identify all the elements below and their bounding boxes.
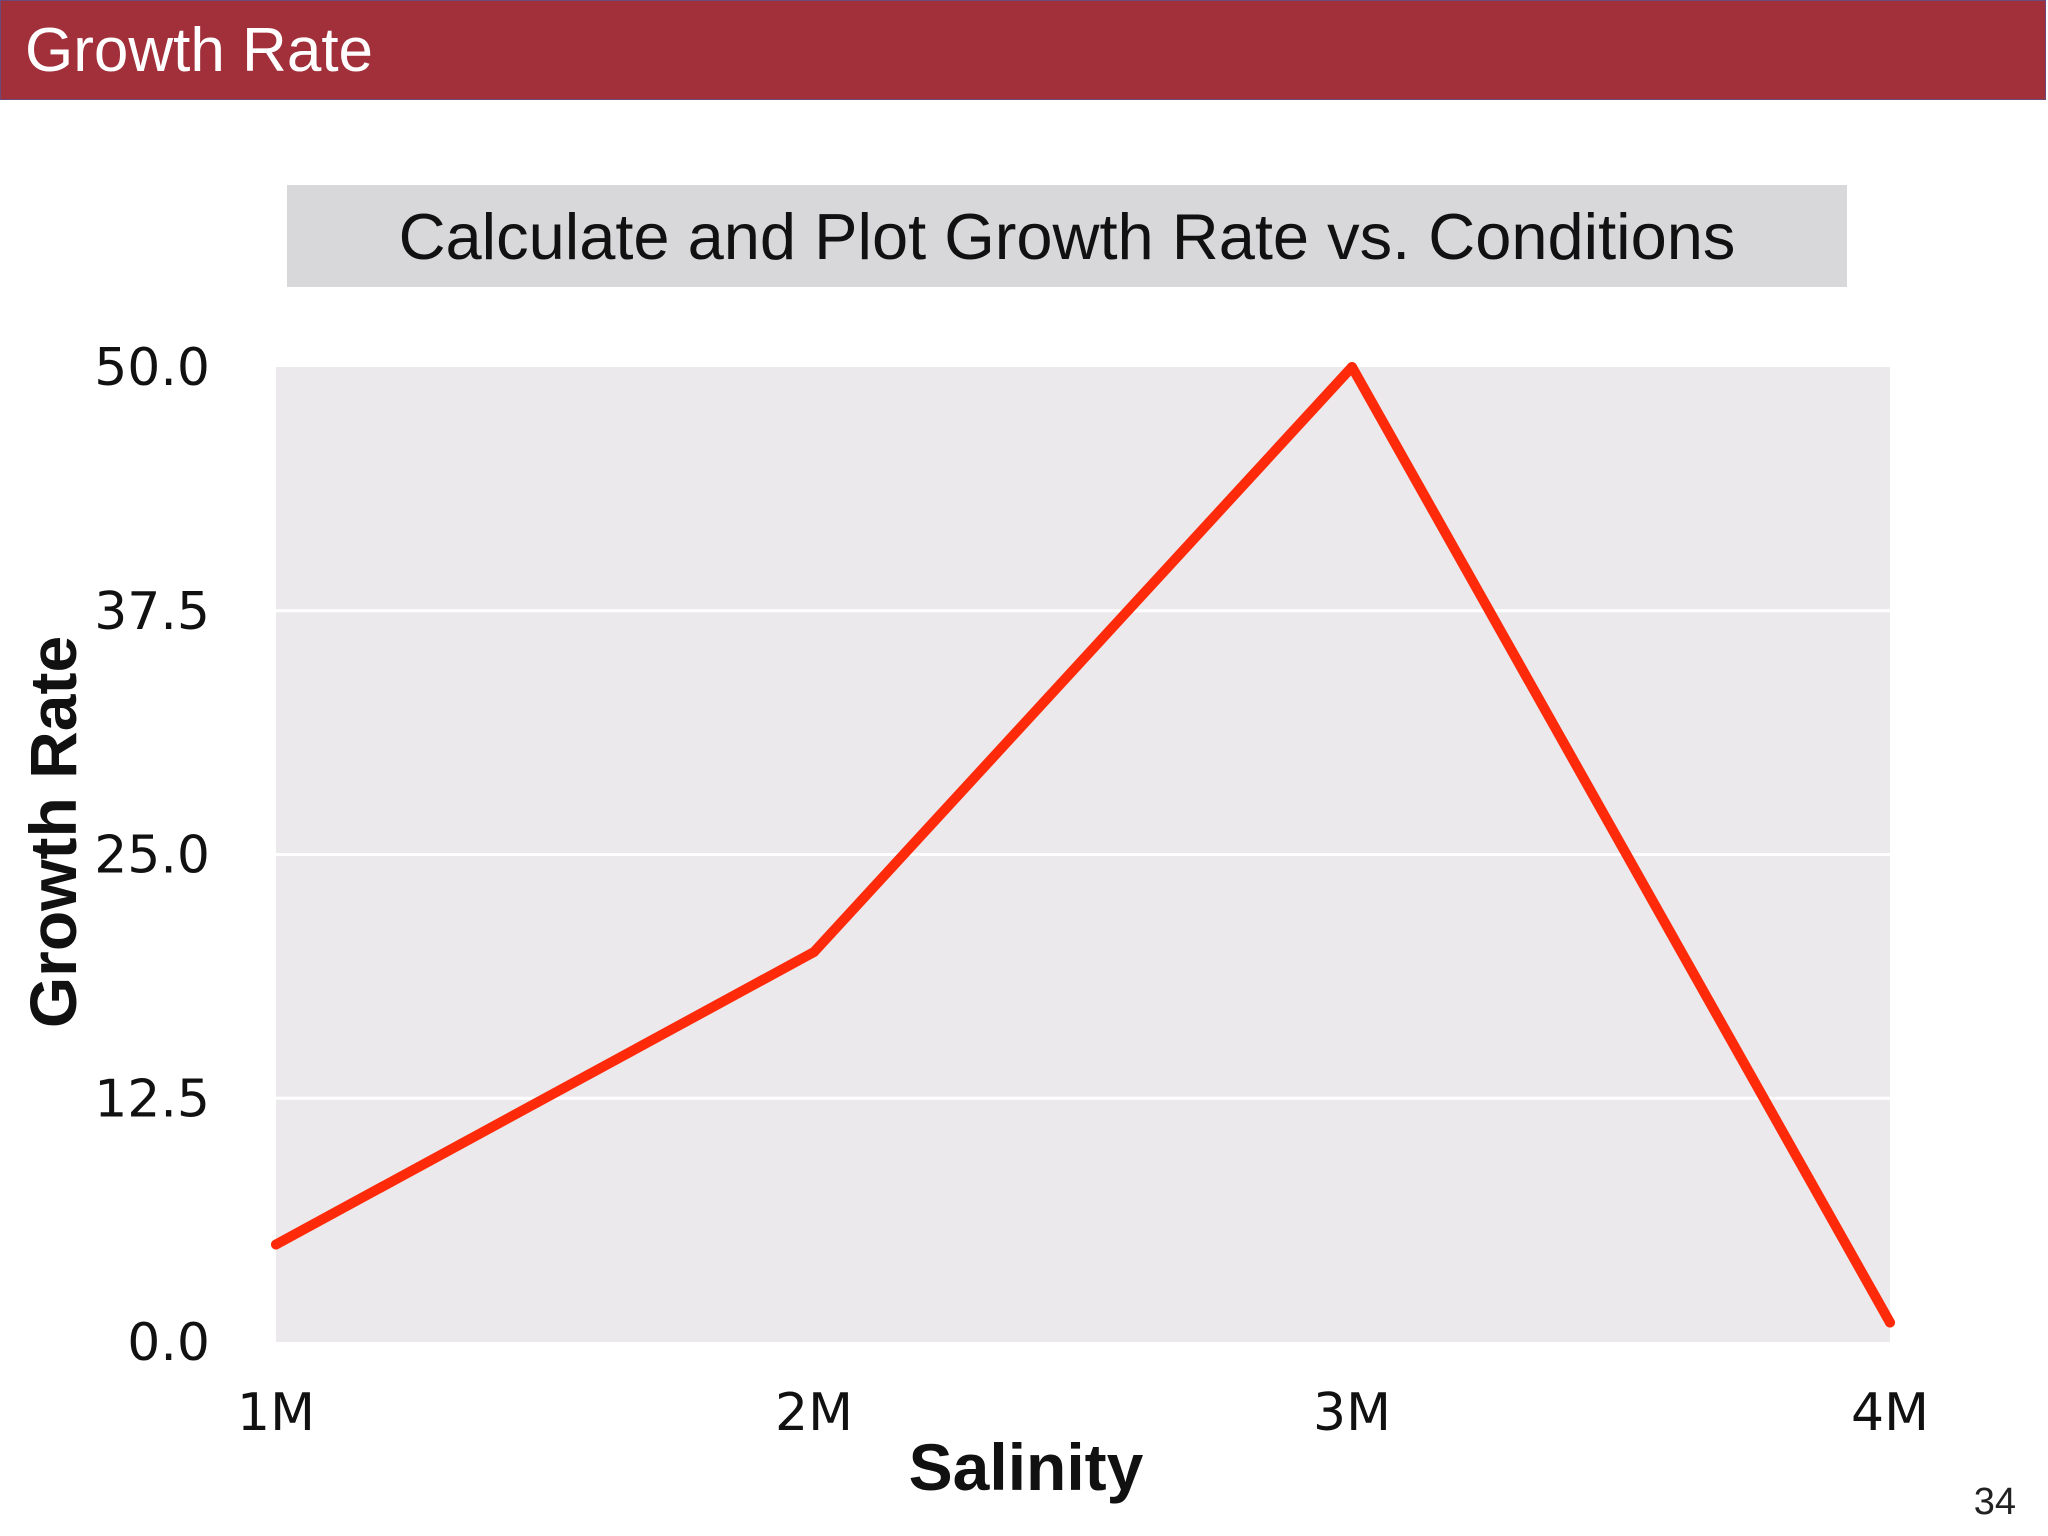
x-tick-label: 2M	[775, 1383, 853, 1443]
slide-title: Growth Rate	[25, 16, 374, 85]
line-chart: 0.0 12.5 25.0 37.5 50.0 1M 2M 3M 4M Growth Rate…	[16, 338, 1929, 1504]
y-tick-label: 50.0	[94, 338, 210, 398]
x-tick-label: 1M	[237, 1383, 315, 1443]
x-axis-ticks: 1M 2M 3M 4M	[237, 1383, 1929, 1443]
data-point	[1885, 1317, 1895, 1328]
slide-header: Growth Rate	[0, 0, 2046, 100]
y-tick-label: 25.0	[94, 826, 210, 886]
page-number: 34	[1973, 1481, 2016, 1523]
x-tick-label: 3M	[1313, 1383, 1391, 1443]
y-tick-label: 0.0	[127, 1313, 210, 1373]
data-point	[271, 1239, 281, 1250]
series-group	[271, 362, 1895, 1328]
y-tick-label: 37.5	[94, 582, 210, 642]
x-axis-title: Salinity	[909, 1430, 1144, 1504]
chart-subtitle-box: Calculate and Plot Growth Rate vs. Condi…	[287, 185, 1847, 287]
y-axis-ticks: 0.0 12.5 25.0 37.5 50.0	[94, 338, 210, 1373]
series-line	[271, 362, 1895, 1328]
chart-subtitle: Calculate and Plot Growth Rate vs. Condi…	[398, 199, 1736, 273]
y-tick-label: 12.5	[94, 1069, 210, 1129]
data-point	[1347, 362, 1357, 372]
y-axis-title: Growth Rate	[16, 636, 90, 1028]
x-tick-label: 4M	[1851, 1383, 1929, 1443]
data-point	[809, 947, 819, 957]
